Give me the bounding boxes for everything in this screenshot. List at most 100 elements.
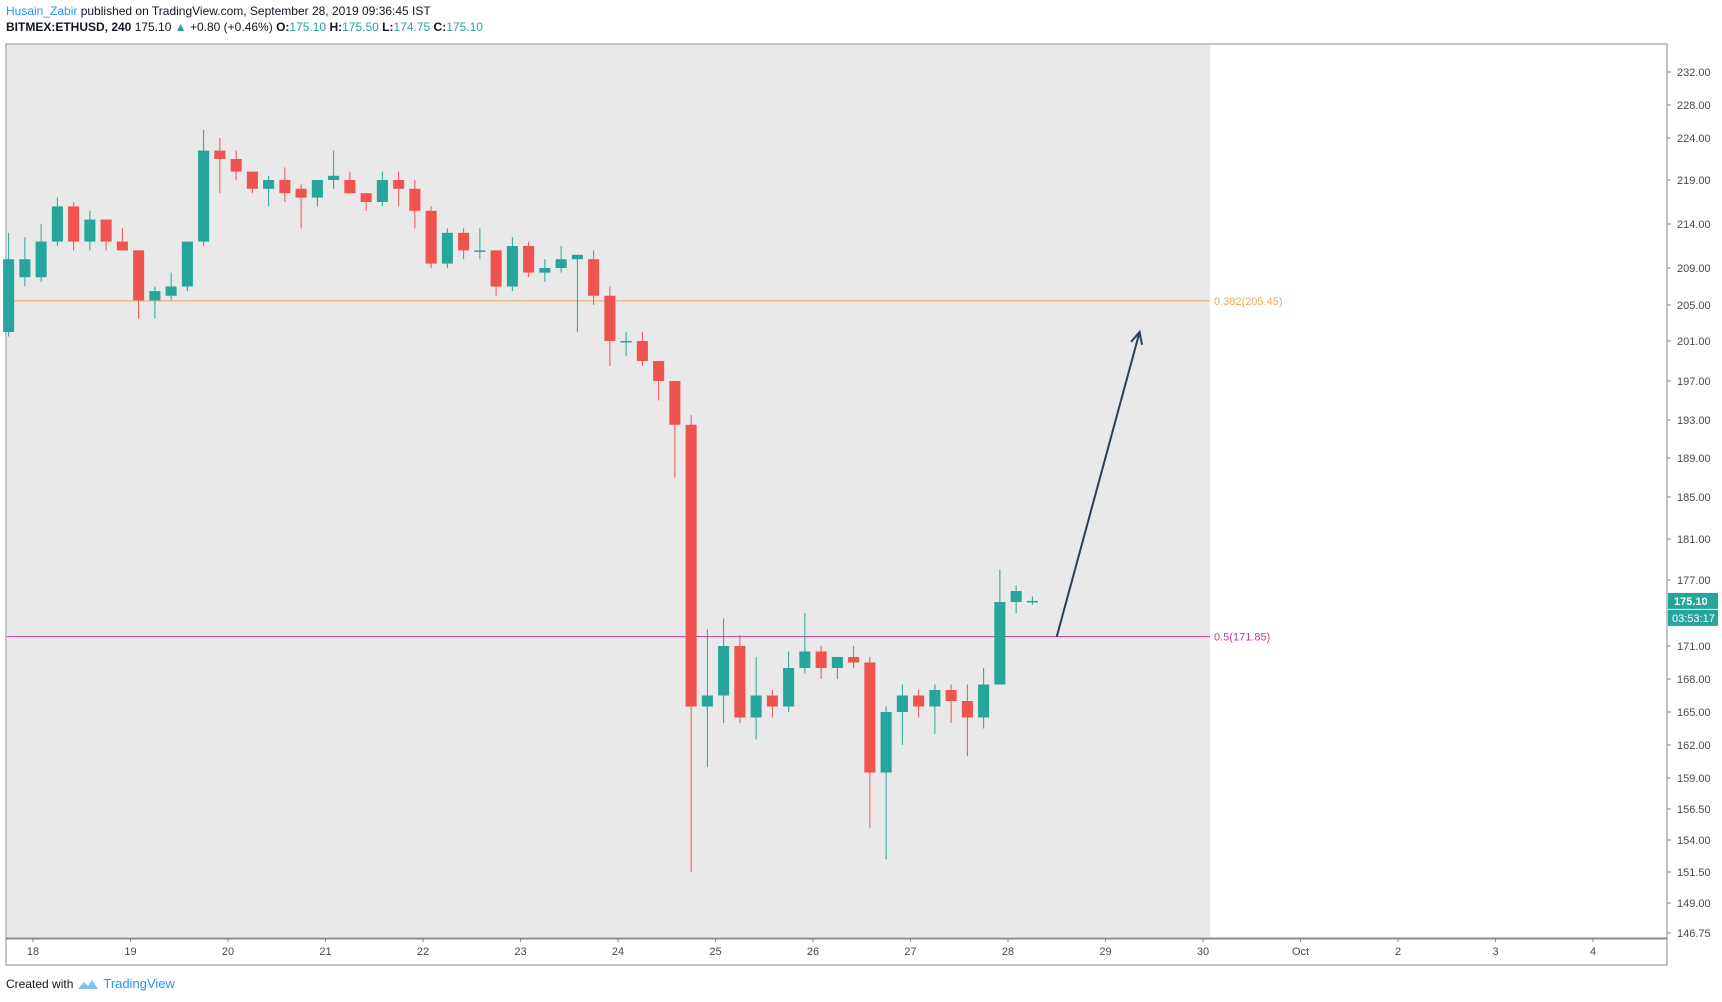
candle-body [279,180,291,194]
candle-body [441,232,453,264]
time-tick-label: 29 [1099,946,1111,958]
candle-body [230,159,242,172]
footer: Created with TradingView [6,976,175,991]
close-label: C: [433,20,447,34]
candle-body [295,188,307,198]
candle-body [539,268,551,273]
candle-body [815,651,827,668]
plot-shaded-region [7,45,1210,937]
price-tags: 175.10 03:53:17 [1668,592,1718,626]
price-tick-label: 159.00 [1677,773,1711,785]
candle-body [848,657,860,663]
created-with-text: Created with [6,976,74,991]
price-tick-label: 189.00 [1677,453,1711,465]
time-tick-label: 25 [709,946,721,958]
candle-body [165,286,177,296]
price-axis[interactable]: 232.00 228.00 224.00 219.00 214.00 209.00 205.… [1667,67,1711,940]
candle-body [523,246,535,273]
close-value: 175.10 [446,20,483,34]
time-tick-label: 22 [417,946,429,958]
symbol-interval[interactable]: BITMEX:ETHUSD, 240 [6,20,132,34]
last-price-tag [1668,592,1718,609]
candle-body [35,241,47,278]
candle-body [474,250,486,252]
open-label: O: [276,20,290,34]
fib-level-label: 0.5(171.85) [1214,632,1270,644]
price-tick-label: 228.00 [1677,100,1711,112]
candle-body [100,219,112,242]
time-tick-label: 24 [612,946,624,958]
candle-body [880,712,892,773]
time-tick-label: 4 [1590,946,1596,958]
price-tick-label: 154.00 [1677,835,1711,847]
candle-body [864,662,876,773]
price-tick-label: 146.75 [1677,928,1711,940]
time-axis[interactable]: 18 19 20 21 22 23 24 25 26 27 28 29 30 Oct 2 3 4 [27,938,1596,958]
candles [3,129,1038,872]
price-tick-label: 197.00 [1677,376,1711,388]
candle-body [3,259,15,332]
price-tick-label: 185.00 [1677,492,1711,504]
price-tick-label: 151.50 [1677,867,1711,879]
price-tick-label: 181.00 [1677,534,1711,546]
price-tick-label: 165.00 [1677,707,1711,719]
candle-body [799,651,811,668]
countdown-tag-text: 03:53:17 [1672,613,1715,625]
countdown-tag [1668,609,1718,626]
time-tick-label: 28 [1002,946,1014,958]
time-tick-label: 23 [514,946,526,958]
candle-body [701,695,713,707]
tradingview-logo-icon [78,979,99,989]
candle-body [116,241,128,251]
candle-body [360,193,372,202]
price-tick-label: 177.00 [1677,575,1711,587]
candle-body [51,206,63,242]
time-tick-label: 2 [1395,946,1401,958]
price-tick-label: 193.00 [1677,415,1711,427]
price-tick-label: 232.00 [1677,67,1711,79]
time-tick-label: 27 [904,946,916,958]
price-tick-label: 149.00 [1677,898,1711,910]
candle-body [19,259,31,278]
author-link[interactable]: Husain_Zabir [6,4,78,18]
candle-body [328,175,340,180]
time-tick-label: 30 [1197,946,1209,958]
candle-body [636,341,648,361]
price-tick-label: 205.00 [1677,300,1711,312]
publish-info: Husain_Zabir published on TradingView.co… [6,4,431,18]
candle-body [571,254,583,260]
candle-body [311,180,323,198]
candle-body [1010,591,1022,602]
open-value: 175.10 [289,20,327,34]
change-text: +0.80 (+0.46%) [189,20,273,34]
candle-body [376,180,388,202]
candle-body [750,695,762,718]
price-tick-label: 219.00 [1677,175,1711,187]
published-text: published on TradingView.com, September … [77,4,431,18]
candle-body [246,171,258,189]
tradingview-brand[interactable]: TradingView [103,976,175,991]
last-price-text: 175.10 [134,20,172,34]
time-tick-label: 21 [319,946,331,958]
candle-body [653,361,665,381]
price-tick-label: 201.00 [1677,336,1711,348]
time-tick-label: 26 [807,946,819,958]
candle-body [149,291,161,301]
price-tick-label: 224.00 [1677,133,1711,145]
candle-body [783,668,795,707]
candle-body [896,695,908,712]
time-tick-label: Oct [1292,946,1309,958]
arrow-shaft [1055,331,1141,637]
candle-body [620,341,632,343]
fib-level-label: 0.382(205.45) [1214,296,1283,308]
candle-body [994,602,1006,685]
candle-body [409,188,421,211]
low-label: L: [382,20,394,34]
candle-body [68,206,80,242]
candle-body [490,250,502,287]
candle-body [945,690,957,701]
price-tick-label: 214.00 [1677,219,1711,231]
candle-body [133,250,145,301]
candle-body [506,246,518,287]
